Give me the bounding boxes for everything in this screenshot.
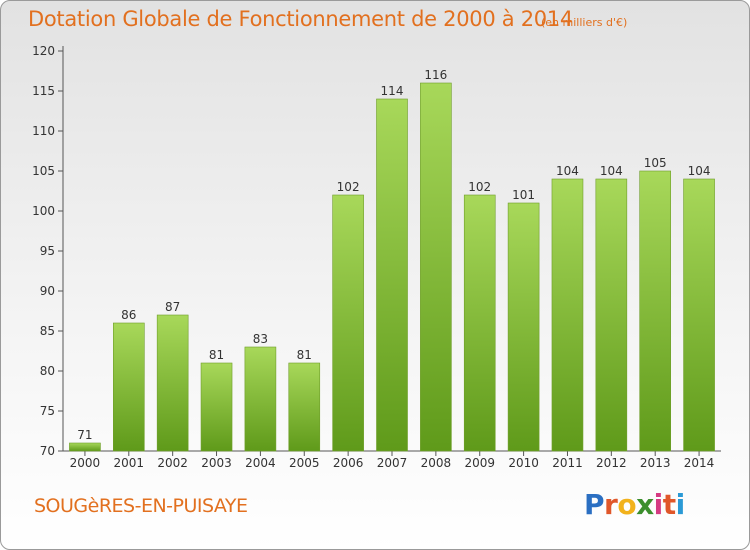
value-label-2010: 101 — [512, 188, 535, 202]
value-label-2009: 102 — [468, 180, 491, 194]
bar-2003 — [200, 362, 233, 452]
value-label-2012: 104 — [600, 164, 623, 178]
value-label-2004: 83 — [253, 332, 268, 346]
value-label-2008: 116 — [424, 68, 447, 82]
value-label-2005: 81 — [297, 348, 312, 362]
bar-2000 — [69, 442, 101, 452]
bar-2005 — [288, 362, 321, 452]
value-label-2011: 104 — [556, 164, 579, 178]
x-tick-label: 2006 — [333, 456, 364, 470]
logo-letter: x — [636, 488, 654, 521]
proxiti-logo: Proxiti — [584, 488, 685, 521]
bar-2001 — [113, 322, 145, 452]
chart-title: Dotation Globale de Fonctionnement de 20… — [28, 7, 573, 31]
y-tick-label: 120 — [32, 44, 55, 58]
bar-2014 — [683, 178, 715, 452]
x-tick-label: 2011 — [552, 456, 583, 470]
value-label-2000: 71 — [77, 428, 92, 442]
bar-2009 — [463, 194, 496, 452]
bar-2006 — [332, 194, 364, 452]
bar-2012 — [595, 178, 628, 452]
x-tick-label: 2010 — [508, 456, 539, 470]
x-tick-label: 2001 — [114, 456, 145, 470]
x-tick-label: 2007 — [377, 456, 408, 470]
x-tick-label: 2000 — [70, 456, 101, 470]
value-label-2013: 105 — [644, 156, 667, 170]
value-label-2007: 114 — [381, 84, 404, 98]
commune-name: SOUGèRES-EN-PUISAYE — [34, 495, 248, 517]
value-label-2002: 87 — [165, 300, 180, 314]
logo-letter: t — [662, 488, 676, 521]
logo-letter: P — [584, 488, 605, 521]
y-tick-label: 105 — [32, 164, 55, 178]
bar-2004 — [244, 346, 277, 452]
bar-2010 — [507, 202, 540, 452]
bar-2011 — [551, 178, 584, 452]
value-label-2014: 104 — [688, 164, 711, 178]
x-tick-label: 2014 — [684, 456, 715, 470]
x-tick-label: 2005 — [289, 456, 320, 470]
y-tick-label: 95 — [40, 244, 55, 258]
logo-letter: i — [675, 488, 686, 521]
x-tick-label: 2002 — [157, 456, 188, 470]
bar-2002 — [156, 314, 189, 452]
value-label-2001: 86 — [121, 308, 136, 322]
y-tick-label: 75 — [40, 404, 55, 418]
value-labels-group: 71 86 87 81 83 81 102 114 116 102 101 104 104 105 104 — [77, 68, 710, 442]
bar-2013 — [639, 170, 672, 452]
unit-note: (en milliers d'€) — [541, 16, 628, 29]
logo-letter: o — [617, 488, 637, 521]
x-tick-label: 2003 — [201, 456, 232, 470]
bars-group — [69, 82, 715, 452]
x-tick-label: 2013 — [640, 456, 671, 470]
y-tick-label: 115 — [32, 84, 55, 98]
x-tick-label: 2008 — [421, 456, 452, 470]
x-tick-label: 2009 — [464, 456, 495, 470]
x-tick-label: 2012 — [596, 456, 627, 470]
bar-2008 — [420, 82, 452, 452]
y-tick-label: 80 — [40, 364, 55, 378]
logo-letter: r — [604, 488, 618, 521]
x-tick-label: 2004 — [245, 456, 276, 470]
axes: 70 75 80 85 90 95 100 105 110 115 120 2000 2001 2002 2… — [32, 44, 721, 470]
y-tick-label: 100 — [32, 204, 55, 218]
y-tick-label: 70 — [40, 444, 55, 458]
y-tick-label: 90 — [40, 284, 55, 298]
bar-2007 — [376, 98, 408, 452]
y-tick-label: 110 — [32, 124, 55, 138]
y-tick-label: 85 — [40, 324, 55, 338]
value-label-2003: 81 — [209, 348, 224, 362]
logo-letter: i — [653, 488, 664, 521]
value-label-2006: 102 — [337, 180, 360, 194]
